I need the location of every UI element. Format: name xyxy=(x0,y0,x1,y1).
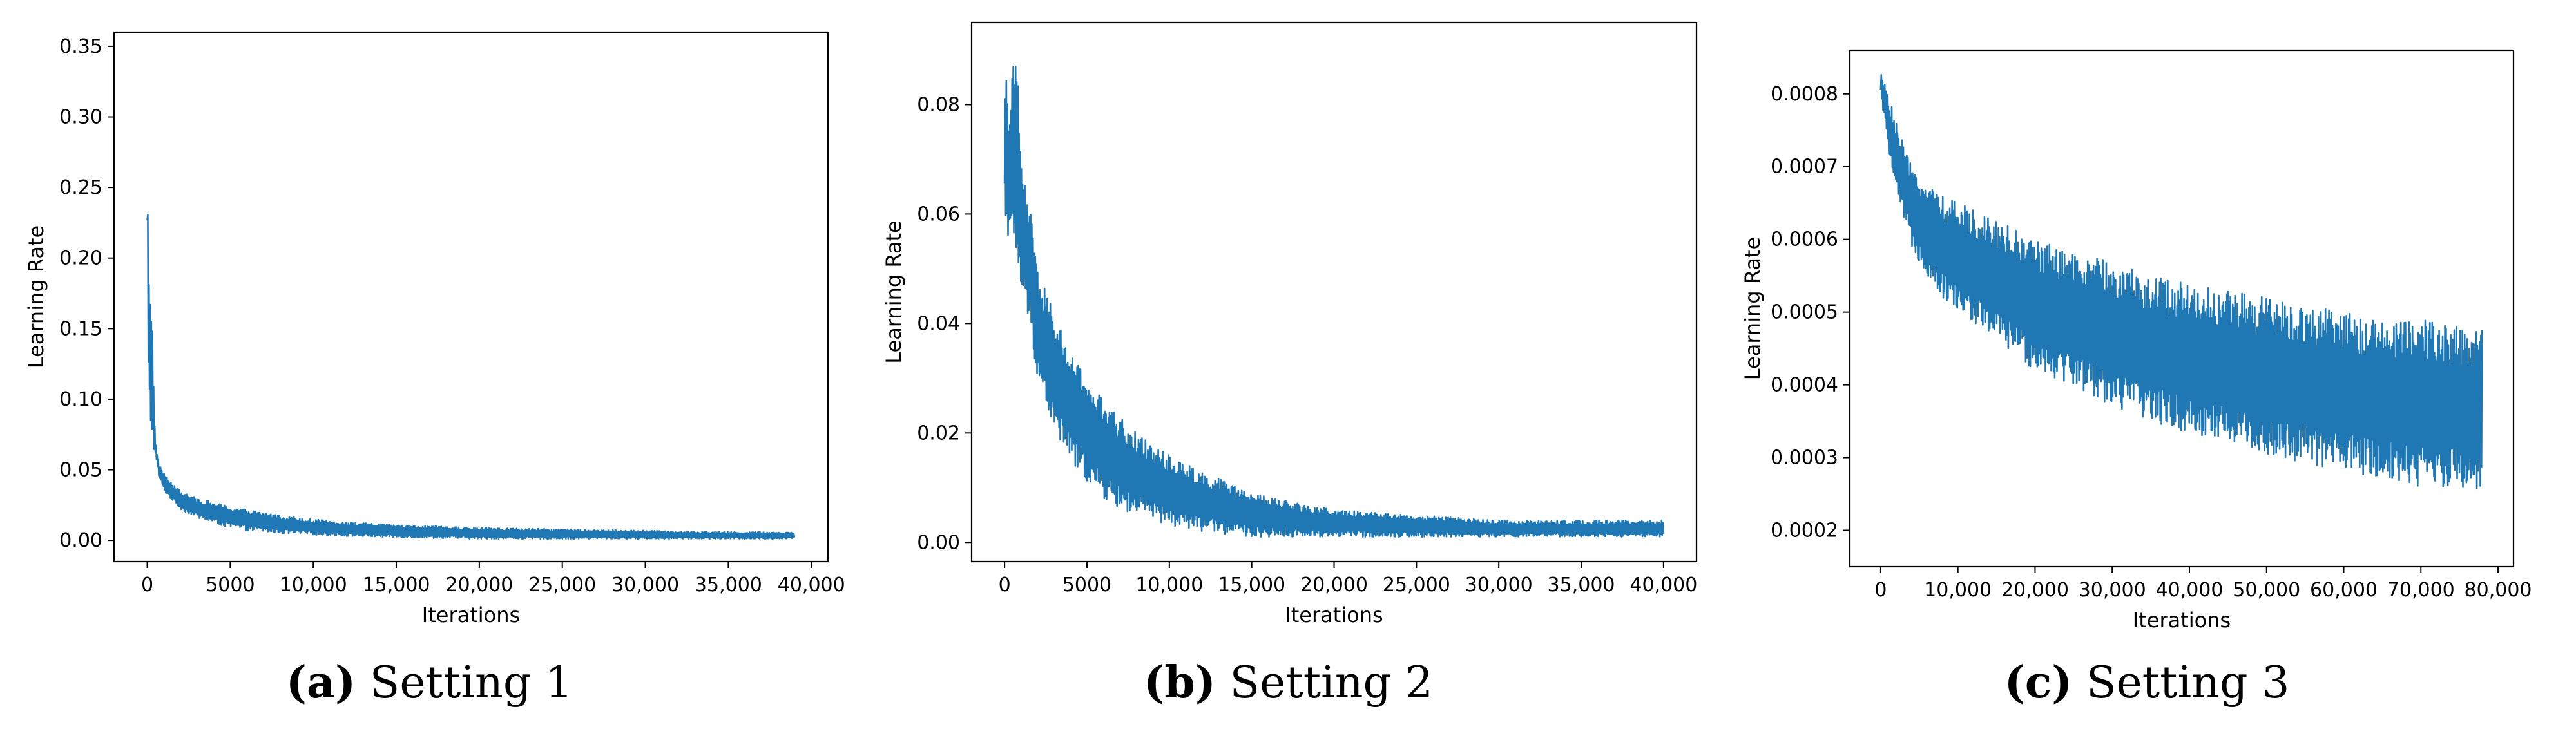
x-tick-label: 60,000 xyxy=(2310,579,2378,601)
x-tick-label: 15,000 xyxy=(363,574,430,596)
x-tick-label: 40,000 xyxy=(1629,574,1697,596)
series-line xyxy=(146,214,796,540)
x-tick-label: 40,000 xyxy=(778,574,845,596)
x-tick-label: 0 xyxy=(141,574,153,596)
y-tick-label: 0.0004 xyxy=(1771,374,1838,397)
x-tick-label: 20,000 xyxy=(445,574,513,596)
learning-rate-chart: 0 5000 10,000 15,000 20,000 25,000 30,000 35,00… xyxy=(881,21,1698,627)
x-tick-label: 20,000 xyxy=(2001,579,2069,601)
plot-frame xyxy=(113,31,829,563)
x-tick-label: 30,000 xyxy=(611,574,679,596)
y-tick-label: 0.25 xyxy=(59,176,102,199)
x-axis-label: Iterations xyxy=(422,603,520,627)
y-tick-label: 0.06 xyxy=(917,203,960,225)
x-tick-label: 70,000 xyxy=(2387,579,2455,601)
caption-letter: (b) xyxy=(1144,657,1216,708)
y-tick-label: 0.04 xyxy=(917,312,960,335)
y-tick-label: 0.0007 xyxy=(1771,156,1838,178)
y-tick-label: 0.0003 xyxy=(1771,447,1838,469)
y-tick-label: 0.0002 xyxy=(1771,520,1838,542)
x-tick-label: 80,000 xyxy=(2465,579,2532,601)
y-axis-label: Learning Rate xyxy=(1740,237,1765,380)
y-tick-label: 0.15 xyxy=(59,317,102,340)
y-tick-label: 0.20 xyxy=(59,247,102,270)
x-tick-label: 25,000 xyxy=(528,574,596,596)
chart-panel-setting-3: 0 10,000 20,000 30,000 40,000 50,000 60,000 70,… xyxy=(1718,0,2576,738)
y-axis-label: Learning Rate xyxy=(24,225,48,368)
x-tick-label: 10,000 xyxy=(1135,574,1203,596)
y-tick-label: 0.00 xyxy=(59,529,102,552)
y-tick-label: 0.02 xyxy=(917,422,960,444)
figure-caption: (b) Setting 2 xyxy=(859,657,1718,708)
x-tick-label: 25,000 xyxy=(1383,574,1450,596)
x-tick-label: 5000 xyxy=(206,574,255,596)
caption-letter: (a) xyxy=(285,657,356,708)
x-tick-label: 0 xyxy=(999,574,1011,596)
x-tick-label: 30,000 xyxy=(1465,574,1533,596)
x-tick-label: 0 xyxy=(1874,579,1887,601)
x-tick-label: 40,000 xyxy=(2155,579,2223,601)
x-tick-label: 20,000 xyxy=(1300,574,1368,596)
y-axis-label: Learning Rate xyxy=(881,220,906,363)
y-tick-label: 0.0006 xyxy=(1771,229,1838,251)
y-tick-label: 0.00 xyxy=(917,531,960,554)
y-tick-label: 0.0008 xyxy=(1771,83,1838,106)
learning-rate-chart: 0 5000 10,000 15,000 20,000 25,000 30,000 35,00… xyxy=(24,31,845,627)
x-tick-label: 30,000 xyxy=(2079,579,2146,601)
x-tick-label: 10,000 xyxy=(1924,579,1992,601)
x-tick-label: 35,000 xyxy=(1548,574,1615,596)
x-tick-label: 10,000 xyxy=(280,574,347,596)
figure-caption: (c) Setting 3 xyxy=(1718,657,2576,708)
figure-caption: (a) Setting 1 xyxy=(0,657,859,708)
y-tick-label: 0.35 xyxy=(59,35,102,58)
caption-text: Setting 2 xyxy=(1215,658,1433,708)
learning-rate-chart: 0 10,000 20,000 30,000 40,000 50,000 60,000 70,… xyxy=(1740,49,2532,632)
caption-text: Setting 1 xyxy=(356,658,573,708)
y-tick-label: 0.08 xyxy=(917,93,960,116)
y-tick-label: 0.0005 xyxy=(1771,301,1838,324)
x-tick-label: 5000 xyxy=(1062,574,1111,596)
x-axis-label: Iterations xyxy=(1285,603,1383,627)
caption-text: Setting 3 xyxy=(2072,658,2290,708)
x-axis-label: Iterations xyxy=(2133,608,2231,632)
y-tick-label: 0.10 xyxy=(59,388,102,411)
caption-letter: (c) xyxy=(2004,657,2073,708)
chart-panel-setting-2: 0 5000 10,000 15,000 20,000 25,000 30,000 35,00… xyxy=(859,0,1718,738)
y-tick-label: 0.30 xyxy=(59,106,102,129)
x-tick-label: 50,000 xyxy=(2233,579,2300,601)
series-line xyxy=(1879,74,2483,489)
x-tick-label: 35,000 xyxy=(695,574,762,596)
series-line xyxy=(1003,65,1664,538)
x-tick-label: 15,000 xyxy=(1218,574,1285,596)
plot-frame xyxy=(970,21,1698,563)
chart-panel-setting-1: 0 5000 10,000 15,000 20,000 25,000 30,000 35,00… xyxy=(0,0,859,738)
y-tick-label: 0.05 xyxy=(59,459,102,482)
plot-frame xyxy=(1849,49,2515,568)
